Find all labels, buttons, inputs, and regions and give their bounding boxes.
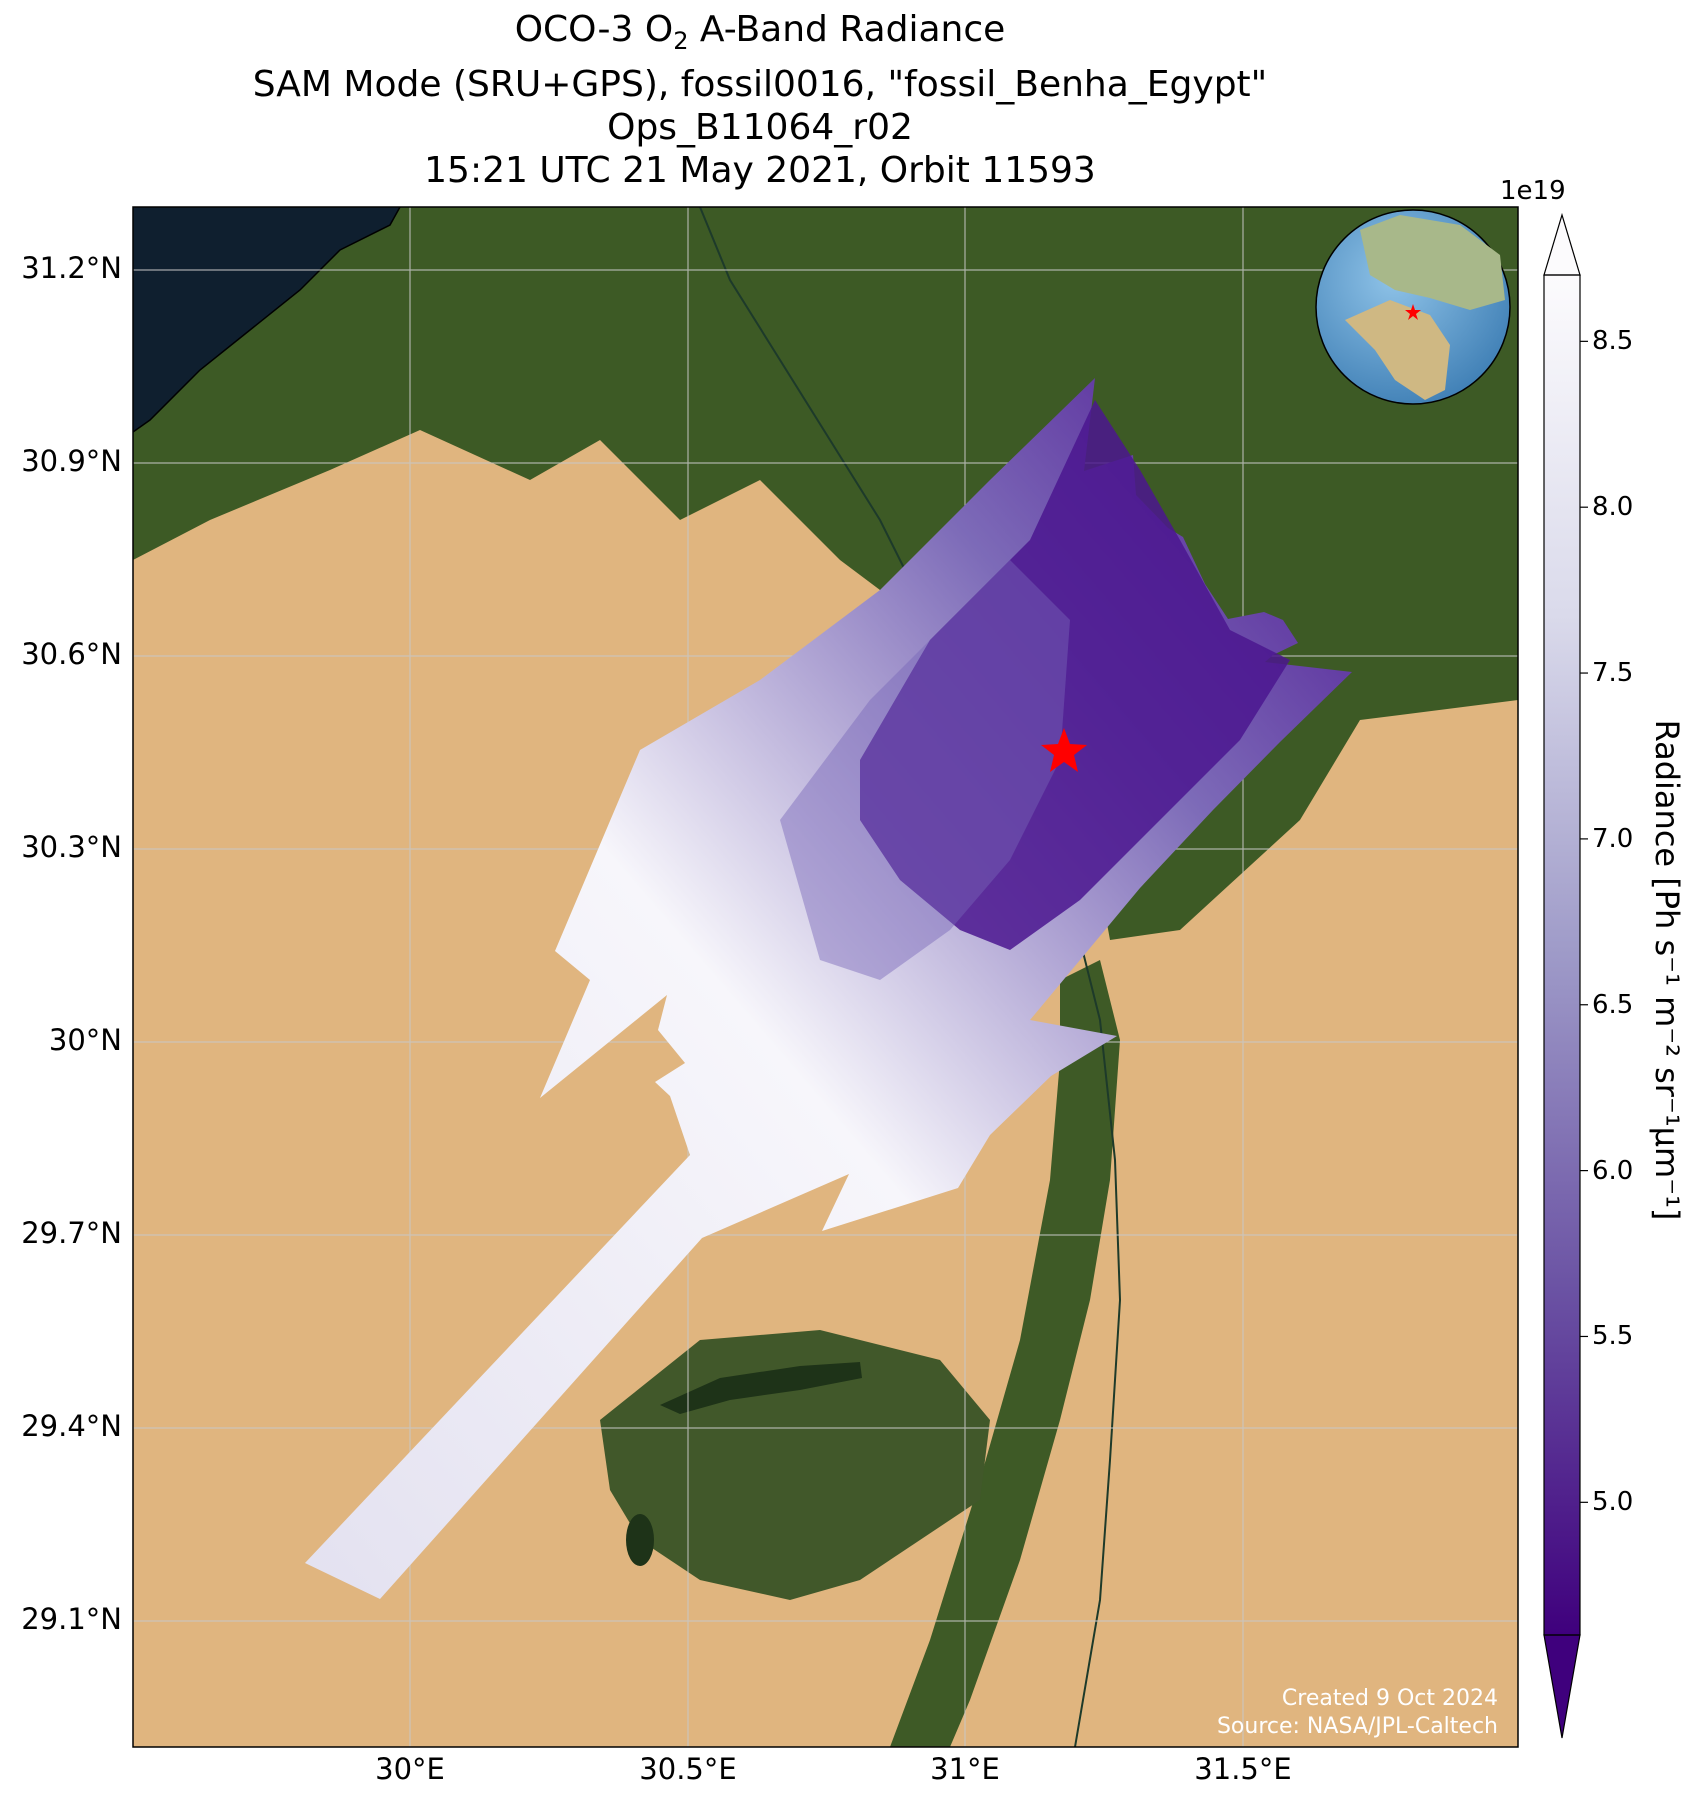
radiance-swath xyxy=(305,378,1352,1599)
lon-tick-label: 31.5°E xyxy=(1194,1752,1292,1786)
colorbar-tick-label: 5.5 xyxy=(1592,1321,1634,1352)
colorbar-tick-label: 7.0 xyxy=(1592,823,1634,854)
colorbar-tick-label: 5.0 xyxy=(1592,1487,1634,1518)
colorbar-label: Radiance [Ph s⁻¹ m⁻² sr⁻¹μm⁻¹] xyxy=(1648,719,1686,1221)
colorbar-exponent: 1e19 xyxy=(1500,176,1566,206)
title-line-2: SAM Mode (SRU+GPS), fossil0016, "fossil_… xyxy=(252,64,1268,106)
lake-qarun xyxy=(660,1362,862,1414)
target-star-marker xyxy=(1041,728,1087,772)
swath-mid-band xyxy=(780,560,1070,980)
lat-tick-label: 30°N xyxy=(48,1023,122,1057)
lat-tick-label: 29.7°N xyxy=(21,1216,122,1250)
lat-tick-label: 31.2°N xyxy=(21,251,122,285)
lon-tick-label: 30°E xyxy=(375,1752,445,1786)
colorbar-tick-label: 6.5 xyxy=(1592,989,1634,1020)
colorbar-tick-label: 8.5 xyxy=(1592,326,1634,357)
colorbar-tick-label: 6.0 xyxy=(1592,1155,1634,1186)
chart-title: OCO-3 O2 A-Band Radiance SAM Mode (SRU+G… xyxy=(0,8,1520,192)
swath-dark-core xyxy=(860,400,1290,950)
lat-tick-label: 29.4°N xyxy=(21,1409,122,1443)
lon-tick-label: 30.5°E xyxy=(639,1752,737,1786)
wadi-rayan-lake xyxy=(626,1514,654,1566)
title-line-1: OCO-3 O2 A-Band Radiance xyxy=(514,9,1006,56)
lat-tick-label: 30.3°N xyxy=(21,830,122,864)
source-credit: Source: NASA/JPL-Caltech xyxy=(1216,1714,1498,1739)
colorbar-tick-label: 7.5 xyxy=(1592,658,1634,689)
title-line-3: Ops_B11064_r02 xyxy=(607,107,913,149)
title-line-4: 15:21 UTC 21 May 2021, Orbit 11593 xyxy=(424,150,1096,192)
colorbar xyxy=(1543,212,1588,1739)
colorbar-extend-bottom xyxy=(1543,1634,1581,1739)
colorbar-tick-label: 8.0 xyxy=(1592,492,1634,523)
lat-tick-label: 30.9°N xyxy=(21,444,122,478)
globe-africa xyxy=(1345,300,1450,400)
created-credit: Created 9 Oct 2024 xyxy=(1281,1686,1498,1711)
map-frame xyxy=(132,206,1519,1748)
lon-tick-label: 31°E xyxy=(930,1752,1000,1786)
nile-valley xyxy=(890,960,1120,1747)
mediterranean-sea xyxy=(133,207,400,432)
globe-eurasia xyxy=(1360,215,1505,310)
lat-tick-label: 29.1°N xyxy=(21,1602,122,1636)
globe-star-marker xyxy=(1405,304,1421,320)
lat-tick-label: 30.6°N xyxy=(21,637,122,671)
colorbar-gradient xyxy=(1544,275,1580,1635)
coastline xyxy=(133,207,401,433)
inset-globe xyxy=(1315,209,1511,405)
colorbar-extend-top xyxy=(1543,212,1581,276)
